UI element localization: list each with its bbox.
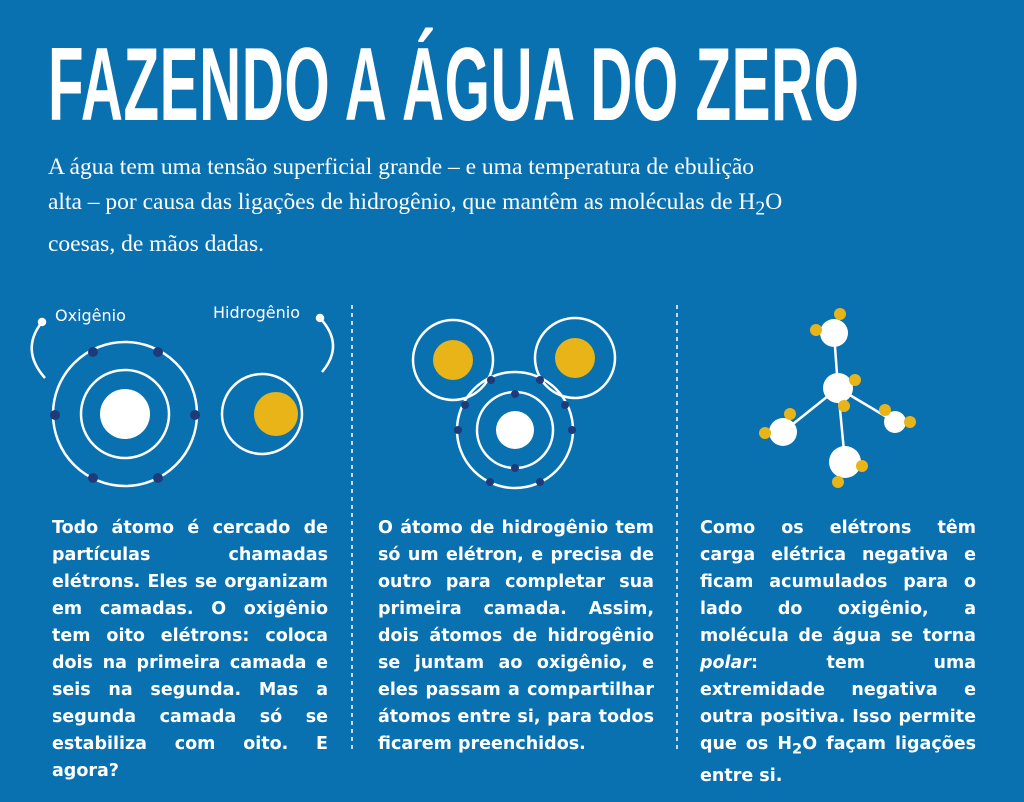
- column-text: O átomo de hidrogênio tem só um elétron,…: [378, 518, 654, 754]
- intro-text: A água tem uma tensão superficial grande…: [48, 154, 756, 215]
- subscript: 2: [792, 740, 803, 758]
- subscript: 2: [755, 198, 766, 220]
- intro-text: O coesas, de mãos dadas.: [48, 189, 783, 257]
- hydrogen-label: Hidrogênio: [213, 303, 300, 322]
- emphasis: polar: [700, 653, 751, 673]
- column-text: Todo átomo é cercado de partículas chama…: [52, 518, 328, 781]
- column-text: Como os elétrons têm carga elétrica nega…: [700, 515, 976, 790]
- text: Como os elétrons têm carga elétrica nega…: [700, 518, 976, 646]
- intro: A água tem uma tensão superficial grande…: [48, 150, 788, 262]
- text: O façam ligações entre si.: [700, 734, 977, 786]
- title: FAZENDO A ÁGUA DO ZERO: [48, 27, 860, 143]
- oxygen-label: Oxigênio: [55, 306, 126, 325]
- text: : tem uma extremidade negativa e outra p…: [700, 653, 976, 754]
